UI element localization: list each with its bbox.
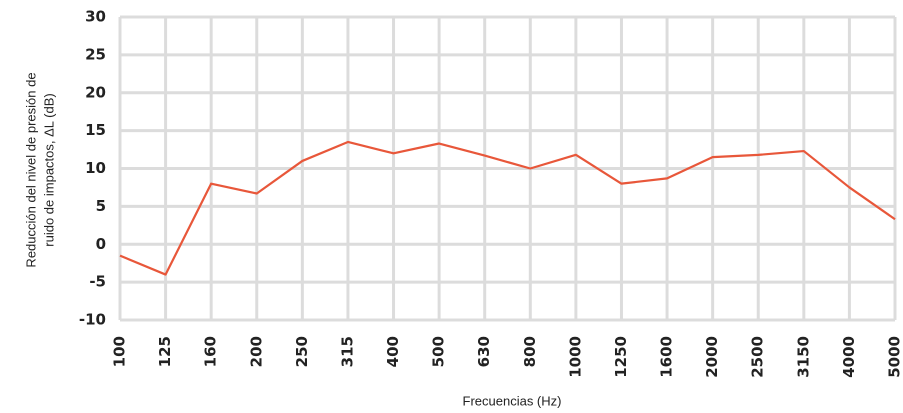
x-tick-label: 200 — [247, 336, 265, 367]
y-tick-label: 15 — [85, 121, 106, 139]
x-tick-label: 1000 — [566, 336, 584, 378]
x-tick-label: 800 — [521, 336, 539, 367]
y-tick-label: -10 — [79, 311, 106, 329]
x-tick-label: 100 — [111, 336, 129, 367]
data-line — [119, 140, 896, 276]
x-tick-label: 160 — [202, 336, 220, 367]
x-tick-label: 315 — [338, 336, 356, 367]
y-tick-label: 0 — [96, 235, 106, 253]
y-tick-label: 25 — [85, 45, 106, 63]
x-tick-label: 1600 — [658, 336, 676, 378]
x-tick-label: 630 — [475, 336, 493, 367]
x-tick-label: 500 — [430, 336, 448, 367]
x-tick-label: 2500 — [749, 336, 767, 378]
y-tick-label: 20 — [85, 83, 106, 101]
x-tick-label: 125 — [156, 336, 174, 367]
x-tick-label: 3150 — [794, 336, 812, 378]
y-tick-label: 30 — [85, 8, 106, 26]
x-tick-label: 5000 — [886, 336, 903, 378]
x-tick-label: 250 — [293, 336, 311, 367]
x-tick-label: 400 — [384, 336, 402, 367]
x-tick-label: 2000 — [703, 336, 721, 378]
y-axis-title: ruido de impactos, ΔL (dB) — [41, 93, 56, 246]
y-axis-title: Reducción del nivel de presión de — [23, 72, 38, 267]
x-tick-label: 4000 — [840, 336, 858, 378]
y-tick-label: 5 — [96, 197, 106, 215]
x-axis-title: Frecuencias (Hz) — [463, 393, 562, 408]
x-tick-label: 1250 — [612, 336, 630, 378]
y-tick-label: -5 — [89, 273, 106, 291]
y-tick-label: 10 — [85, 159, 106, 177]
